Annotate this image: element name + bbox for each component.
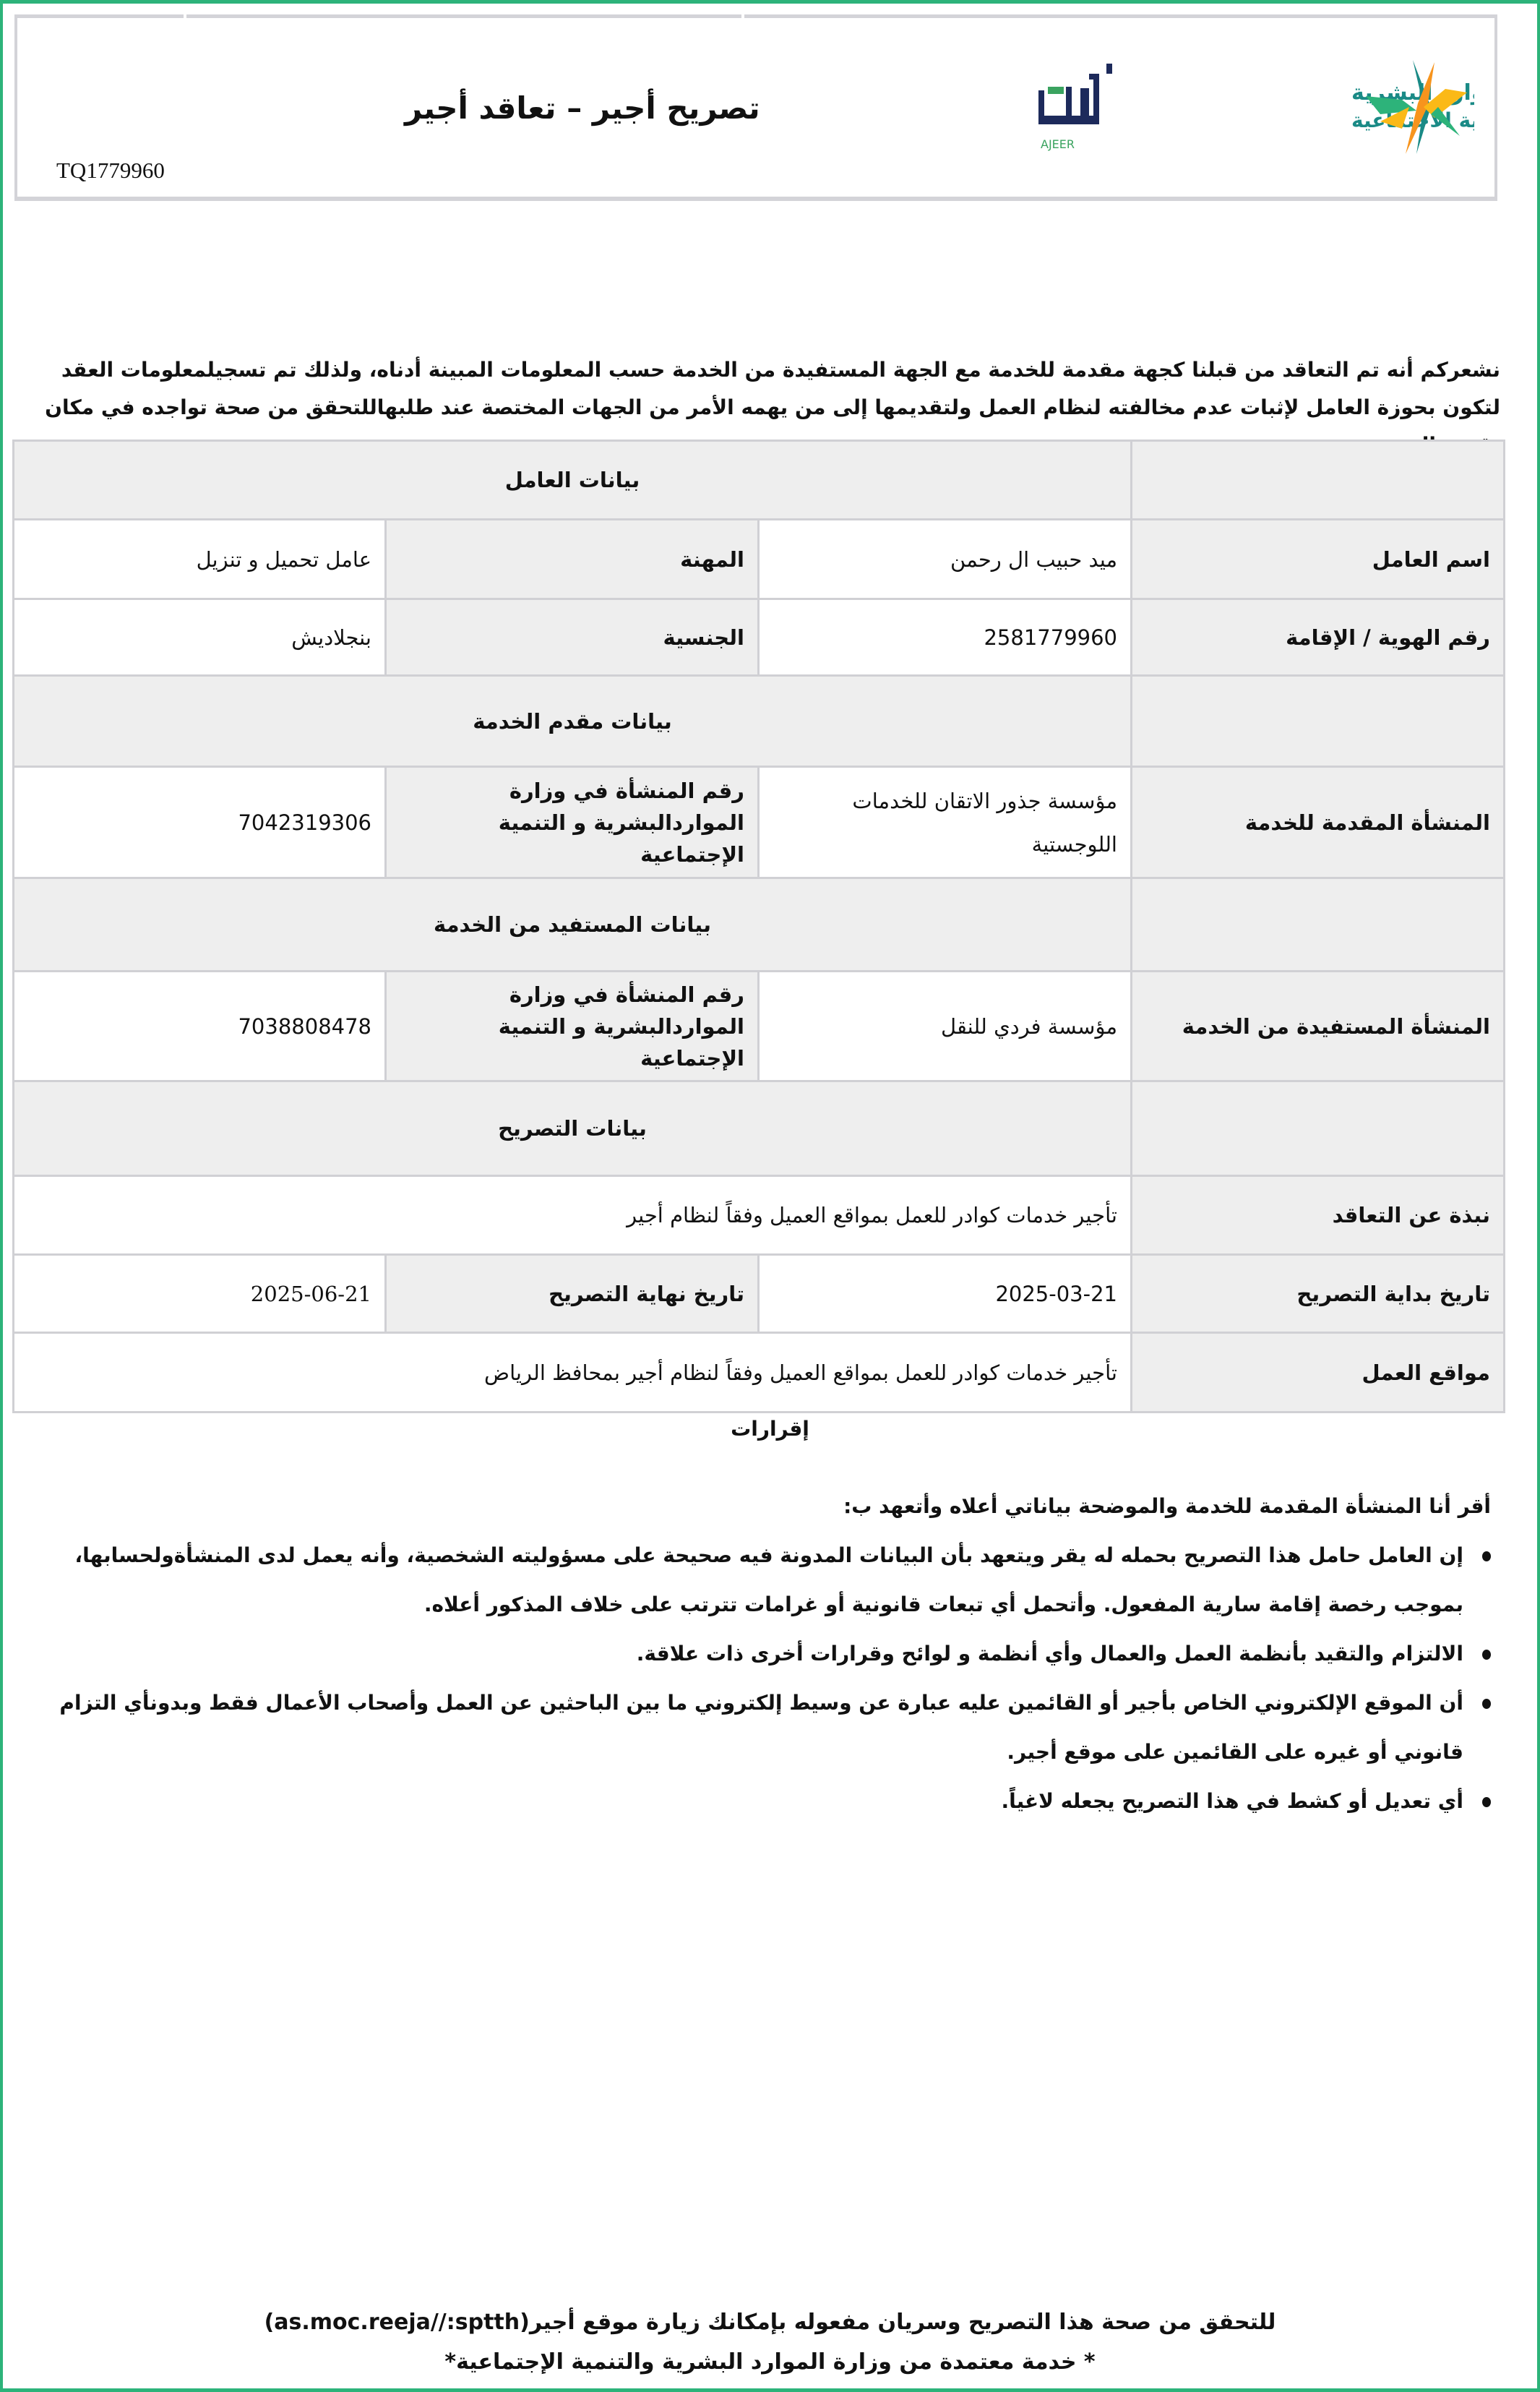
id-label: رقم الهوية / الإقامة (1130, 598, 1505, 677)
section-worker: بيانات العامل (12, 440, 1132, 520)
nationality-label: الجنسية (384, 598, 760, 677)
work-sites-label: مواقع العمل (1130, 1332, 1505, 1413)
beneficiary-org: مؤسسة فردي للنقل (757, 970, 1132, 1082)
declaration-item: إن العامل حامل هذا التصريح بحمله له يقر … (58, 1531, 1491, 1629)
declaration-item: الالتزام والتقيد بأنظمة العمل والعمال وأ… (58, 1629, 1491, 1679)
declaration-item: أن الموقع الإلكتروني الخاص بأجير أو القا… (58, 1679, 1491, 1777)
provider-org: مؤسسة جذور الاتقان للخدمات اللوجستية (757, 766, 1132, 879)
permit-table: بيانات العامل اسم العامل ميد حبيب ال رحمن… (12, 440, 1505, 1413)
worker-name: ميد حبيب ال رحمن (757, 518, 1132, 600)
declarations: أقر أنا المنشأة المقدمة للخدمة والموضحة … (58, 1482, 1491, 1826)
worker-name-label: اسم العامل (1130, 518, 1505, 600)
declaration-item: أي تعديل أو كشط في هذا التصريح يجعله لاغ… (58, 1777, 1491, 1826)
declarations-title: إقرارات (731, 1417, 809, 1441)
nationality: بنجلاديش (12, 598, 387, 677)
document-header (14, 14, 1497, 201)
ajeer-logo: AJEER (1038, 64, 1112, 151)
beneficiary-num-label: رقم المنشأة في وزارة المواردالبشرية و ال… (384, 970, 760, 1082)
beneficiary-org-label: المنشأة المستفيدة من الخدمة (1130, 970, 1505, 1082)
section-beneficiary: بيانات المستفيد من الخدمة (12, 877, 1132, 972)
beneficiary-num: 7038808478 (12, 970, 387, 1082)
header-divider (184, 14, 186, 19)
document-title: تصريح أجير – تعاقد أجير (405, 90, 760, 126)
provider-num-label: رقم المنشأة في وزارة المواردالبشرية و ال… (384, 766, 760, 879)
work-sites: تأجير خدمات كوادر للعمل بمواقع العميل وف… (12, 1332, 1132, 1413)
profession-label: المهنة (384, 518, 760, 600)
section-permit: بيانات التصريح (12, 1080, 1132, 1177)
svg-text:AJEER: AJEER (1041, 137, 1075, 151)
approval-note: * خدمة معتمدة من وزارة الموارد البشرية و… (444, 2349, 1096, 2375)
end-date-label: تاريخ نهاية التصريح (384, 1253, 760, 1334)
verification-note: للتحقق من صحة هذا التصريح وسريان مفعوله … (264, 2310, 1276, 2335)
header-divider (741, 14, 744, 19)
reference-number: TQ1779960 (56, 158, 165, 183)
section-provider: بيانات مقدم الخدمة (12, 674, 1132, 768)
start-date-label: تاريخ بداية التصريح (1130, 1253, 1505, 1334)
start-date: 2025-03-21 (757, 1253, 1132, 1334)
provider-num: 7042319306 (12, 766, 387, 879)
ministry-logo: الموارد البشرية والتنمية الاجتماعية (1351, 60, 1474, 154)
about-label: نبذة عن التعاقد (1130, 1175, 1505, 1256)
provider-org-label: المنشأة المقدمة للخدمة (1130, 766, 1505, 879)
profession: عامل تحميل و تنزيل (12, 518, 387, 600)
declarations-lead: أقر أنا المنشأة المقدمة للخدمة والموضحة … (843, 1494, 1491, 1518)
worker-id: 2581779960 (757, 598, 1132, 677)
contract-about: تأجير خدمات كوادر للعمل بمواقع العميل وف… (12, 1175, 1132, 1256)
end-date: 2025-06-21 (12, 1253, 387, 1334)
